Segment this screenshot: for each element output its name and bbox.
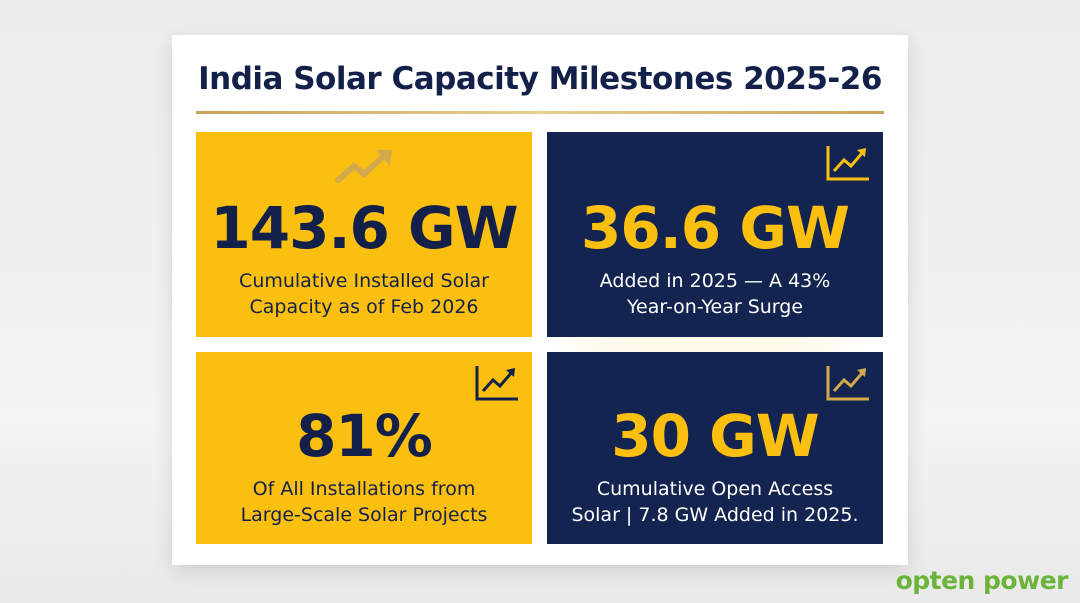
line-chart-icon — [826, 366, 869, 401]
stat-description-line1: Cumulative Installed Solar — [239, 270, 489, 292]
trending-up-arrow-icon — [335, 150, 392, 183]
page-title: India Solar Capacity Milestones 2025-26 — [198, 61, 882, 97]
line-chart-icon — [826, 146, 869, 181]
infographic-card: India Solar Capacity Milestones 2025-26 … — [172, 35, 908, 565]
line-chart-icon — [475, 366, 518, 401]
stat-description-line2: Solar | 7.8 GW Added in 2025. — [571, 504, 859, 526]
stat-description-line1: Of All Installations from — [252, 478, 476, 500]
stat-value: 30 GW — [611, 402, 820, 470]
opten-power-logo: opten power — [895, 566, 1069, 595]
stat-description-line2: Year-on-Year Surge — [626, 296, 804, 318]
stat-tile-open-access: 30 GW Cumulative Open Access Solar | 7.8… — [547, 352, 883, 544]
stat-tile-added-2025: 36.6 GW Added in 2025 — A 43% Year-on-Ye… — [547, 132, 883, 337]
stat-value: 143.6 GW — [210, 194, 518, 262]
stat-description-line1: Added in 2025 — A 43% — [599, 270, 831, 292]
stat-value: 36.6 GW — [581, 194, 850, 262]
title-divider — [196, 111, 884, 114]
stat-description-line2: Capacity as of Feb 2026 — [249, 296, 479, 318]
stat-description-line1: Cumulative Open Access — [596, 478, 834, 500]
stat-description-line2: Large-Scale Solar Projects — [240, 504, 488, 526]
stat-tile-large-scale-share: 81% Of All Installations from Large-Scal… — [196, 352, 532, 544]
stat-value: 81% — [296, 402, 433, 470]
stat-tile-cumulative-capacity: 143.6 GW Cumulative Installed Solar Capa… — [196, 132, 532, 337]
